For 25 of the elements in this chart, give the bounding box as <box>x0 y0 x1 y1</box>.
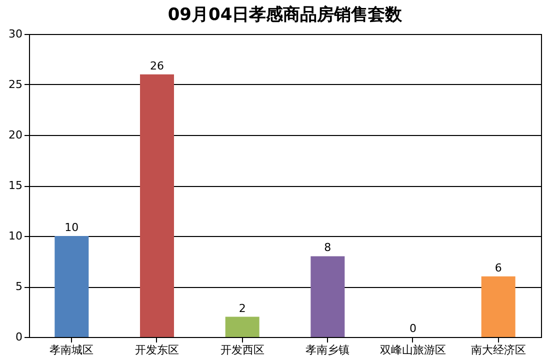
y-tick-label: 15 <box>8 179 22 192</box>
y-tick-label: 30 <box>8 28 22 40</box>
bar <box>54 236 89 337</box>
y-tick-label: 5 <box>16 280 22 293</box>
x-tick-label: 双峰山旅游区 <box>380 344 446 356</box>
data-label: 8 <box>324 241 332 254</box>
data-label: 26 <box>150 59 164 72</box>
x-tick-label: 孝南乡镇 <box>306 344 350 356</box>
y-tick-label: 25 <box>8 78 22 91</box>
chart-title: 09月04日孝感商品房销售套数 <box>168 5 404 25</box>
x-tick-label: 孝南城区 <box>50 344 94 356</box>
bar <box>140 74 174 337</box>
y-tick-label: 0 <box>16 330 22 344</box>
y-tick-label: 20 <box>8 128 22 142</box>
x-tick-label: 开发西区 <box>220 344 264 356</box>
x-tick-label: 开发东区 <box>135 344 179 356</box>
x-tick-label: 南大经济区 <box>470 344 526 356</box>
data-label: 6 <box>494 261 502 274</box>
data-label: 10 <box>64 221 79 234</box>
bar <box>310 256 345 337</box>
y-tick-label: 10 <box>8 230 22 242</box>
data-label: 0 <box>410 322 416 335</box>
data-label: 2 <box>238 302 246 315</box>
bar <box>225 316 260 337</box>
bar <box>481 276 516 337</box>
